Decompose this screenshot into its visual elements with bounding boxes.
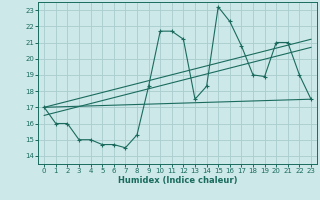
X-axis label: Humidex (Indice chaleur): Humidex (Indice chaleur) [118, 176, 237, 185]
